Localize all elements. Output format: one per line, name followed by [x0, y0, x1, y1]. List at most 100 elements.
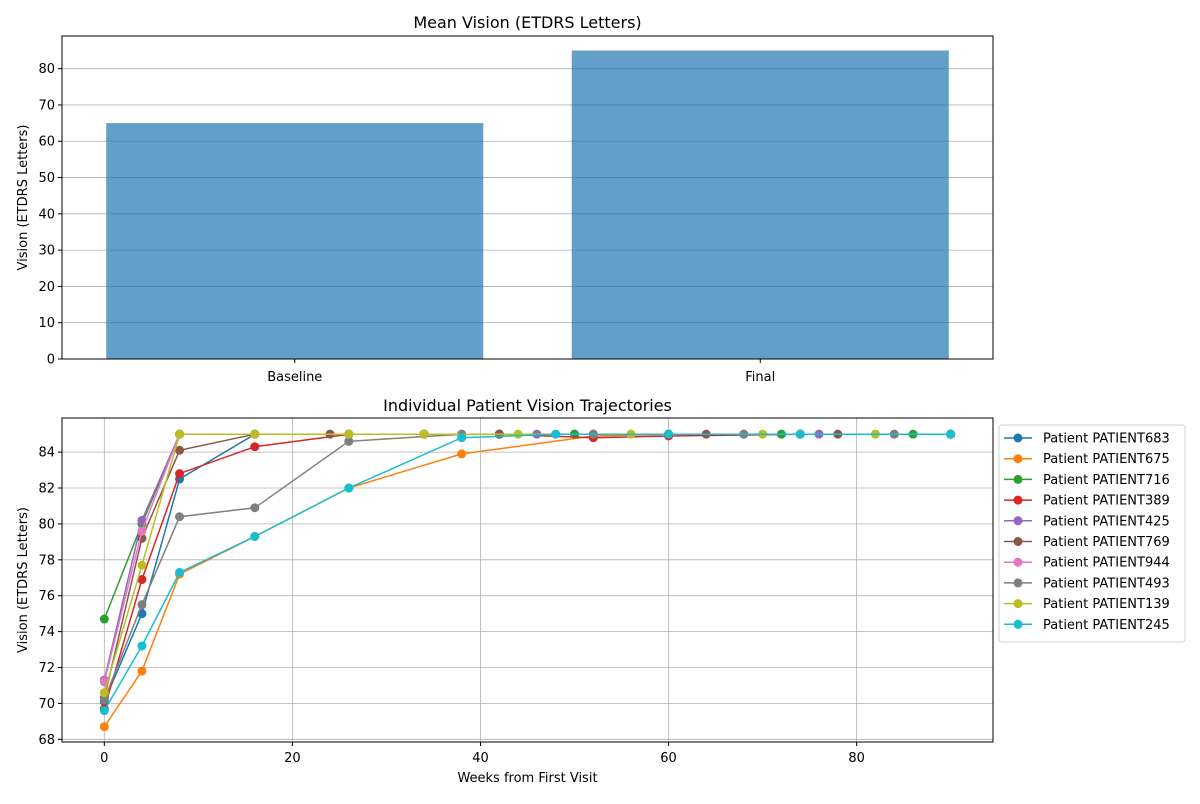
- line-ytick-label: 70: [38, 697, 55, 712]
- legend-label: Patient PATIENT245: [1043, 618, 1170, 633]
- bar-ytick-label: 30: [38, 244, 55, 259]
- bar-chart-frame: [61, 35, 994, 360]
- series-patient425: [99, 429, 956, 685]
- legend: Patient PATIENT683 Patient PATIENT675 Pati…: [998, 424, 1186, 643]
- data-point: [795, 429, 805, 439]
- line-xtick-label: 0: [100, 751, 108, 766]
- legend-label: Patient PATIENT944: [1043, 556, 1170, 571]
- bar-chart-ylabel: Vision (ETDRS Letters): [16, 125, 31, 271]
- bar-final: [571, 50, 949, 360]
- data-point: [344, 429, 354, 439]
- data-point: [99, 614, 109, 624]
- legend-label: Patient PATIENT716: [1043, 473, 1170, 488]
- legend-swatch-marker: [1013, 474, 1023, 484]
- bar-ytick-label: 20: [38, 280, 55, 295]
- data-point: [99, 688, 109, 698]
- line-xtick-label: 60: [660, 751, 677, 766]
- series-patient139: [99, 429, 880, 698]
- legend-swatch-marker: [1013, 619, 1023, 629]
- line-xtick-label: 80: [848, 751, 865, 766]
- legend-swatch-marker: [1013, 578, 1023, 588]
- legend-swatch-marker: [1013, 433, 1023, 443]
- legend-item: Patient PATIENT675: [1004, 452, 1170, 467]
- bar-chart: Mean Vision (ETDRS Letters) 0 10 20 30 40 50 6…: [16, 13, 994, 385]
- data-point: [137, 641, 147, 651]
- legend-item: Patient PATIENT769: [1004, 535, 1170, 550]
- bar-ytick-label: 50: [38, 171, 55, 186]
- legend-label: Patient PATIENT769: [1043, 535, 1170, 550]
- data-point: [175, 429, 185, 439]
- data-point: [137, 575, 147, 585]
- data-point: [513, 429, 523, 439]
- line-ytick-label: 82: [38, 482, 55, 497]
- legend-swatch-marker: [1013, 454, 1023, 464]
- legend-box: [998, 424, 1186, 643]
- legend-label: Patient PATIENT493: [1043, 576, 1170, 591]
- line-xtick-label: 40: [472, 751, 489, 766]
- data-point: [344, 436, 354, 446]
- data-point: [137, 515, 147, 525]
- legend-swatch-marker: [1013, 537, 1023, 546]
- bar-chart-title: Mean Vision (ETDRS Letters): [413, 13, 641, 32]
- data-point: [137, 526, 147, 536]
- data-point: [551, 429, 561, 439]
- series-line: [103, 433, 951, 702]
- legend-label: Patient PATIENT675: [1043, 452, 1170, 467]
- bar-ytick-label: 70: [38, 98, 55, 113]
- data-point: [344, 483, 354, 493]
- data-point: [175, 567, 185, 577]
- bar-baseline: [106, 123, 484, 359]
- bar-ytick-label: 60: [38, 135, 55, 150]
- legend-label: Patient PATIENT683: [1043, 432, 1170, 447]
- line-chart-title: Individual Patient Vision Trajectories: [383, 396, 672, 415]
- legend-swatch-marker: [1013, 599, 1023, 609]
- legend-label: Patient PATIENT425: [1043, 514, 1170, 529]
- data-point: [250, 503, 260, 513]
- bar-ytick-label: 80: [38, 62, 55, 77]
- series-line: [103, 433, 951, 681]
- series-patient675: [99, 429, 956, 732]
- series-line: [103, 433, 951, 711]
- data-point: [137, 560, 147, 570]
- data-point: [99, 695, 109, 705]
- legend-item: Patient PATIENT944: [1004, 556, 1170, 571]
- data-point: [457, 433, 467, 443]
- data-point: [175, 469, 185, 479]
- series-patient245: [99, 429, 956, 716]
- data-point: [250, 429, 260, 439]
- data-point: [175, 512, 185, 522]
- bar-ytick-label: 0: [47, 353, 55, 368]
- line-ytick-label: 84: [38, 446, 55, 461]
- legend-swatch-marker: [1013, 557, 1023, 567]
- data-point: [137, 600, 147, 610]
- line-ytick-label: 74: [38, 625, 55, 640]
- line-ytick-label: 78: [38, 553, 55, 568]
- data-point: [946, 429, 956, 439]
- line-chart-ylabel: Vision (ETDRS Letters): [16, 507, 31, 653]
- data-point: [419, 429, 429, 439]
- series-patient769: [99, 429, 956, 703]
- line-chart-xlabel: Weeks from First Visit: [457, 771, 597, 786]
- legend-item: Patient PATIENT245: [1004, 618, 1170, 633]
- data-point: [175, 445, 185, 455]
- series-line: [103, 433, 914, 620]
- bar-xtick-label: Baseline: [267, 370, 322, 385]
- legend-label: Patient PATIENT139: [1043, 597, 1170, 612]
- series-line: [103, 433, 895, 701]
- data-point: [99, 706, 109, 716]
- legend-swatch-marker: [1013, 516, 1023, 526]
- line-chart: Individual Patient Vision Trajectories 6…: [16, 396, 1186, 786]
- series-patient944: [99, 429, 899, 687]
- series-line: [103, 433, 951, 699]
- series-line: [103, 433, 876, 693]
- series-patient683: [99, 429, 956, 707]
- line-ytick-label: 76: [38, 589, 55, 604]
- series-line: [103, 433, 895, 683]
- line-xtick-label: 20: [284, 751, 301, 766]
- legend-item: Patient PATIENT425: [1004, 514, 1170, 529]
- line-chart-frame: [61, 417, 994, 743]
- series-line: [103, 433, 951, 728]
- legend-item: Patient PATIENT139: [1004, 597, 1170, 612]
- legend-item: Patient PATIENT716: [1004, 473, 1170, 488]
